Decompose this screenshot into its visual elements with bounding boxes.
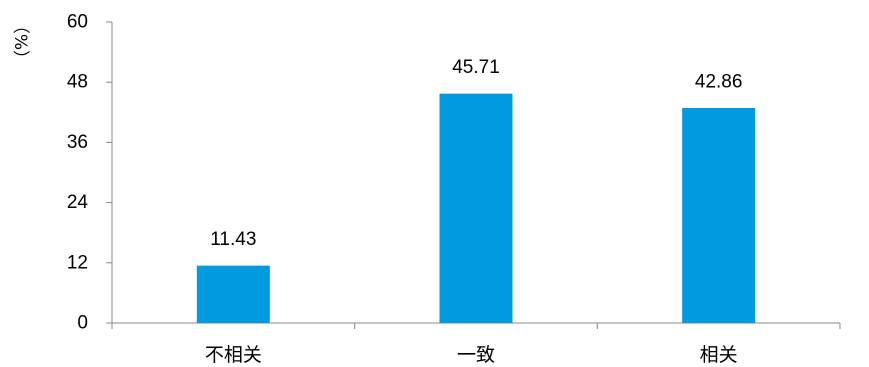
data-labels: 11.43 45.71 42.86	[210, 57, 742, 250]
y-tick-label: 60	[67, 12, 88, 33]
bar-1	[196, 265, 270, 323]
x-category-label: 一致	[457, 344, 495, 366]
bar-value-label: 45.71	[452, 57, 500, 78]
y-axis: 0 12 24 36 48 60	[67, 12, 113, 334]
y-axis-label: （%）	[10, 17, 30, 67]
y-tick-label: 0	[77, 313, 88, 334]
bar-value-label: 11.43	[210, 229, 256, 250]
y-tick-label: 36	[67, 132, 88, 153]
bar-2	[439, 93, 513, 323]
x-category-label: 不相关	[205, 344, 262, 366]
bar-3	[682, 107, 756, 324]
bar-value-label: 42.86	[695, 71, 743, 92]
y-tick-label: 24	[67, 192, 89, 213]
bars	[196, 93, 756, 324]
y-tick-label: 12	[67, 252, 88, 273]
x-axis: 不相关 一致 相关	[111, 322, 841, 366]
x-category-label: 相关	[700, 344, 738, 366]
y-tick-label: 48	[67, 72, 88, 93]
